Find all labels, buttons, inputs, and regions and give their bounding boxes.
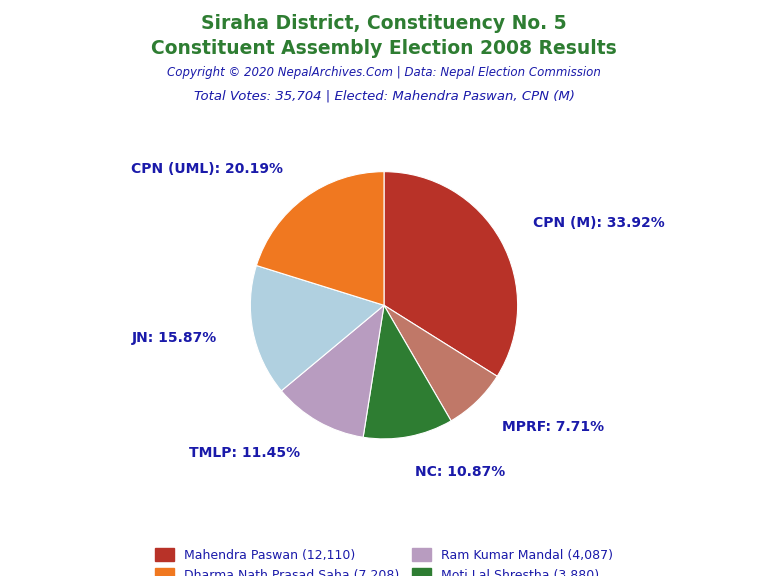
Wedge shape [250, 266, 384, 391]
Text: CPN (UML): 20.19%: CPN (UML): 20.19% [131, 162, 283, 176]
Text: MPRF: 7.71%: MPRF: 7.71% [502, 420, 604, 434]
Wedge shape [257, 172, 384, 305]
Text: TMLP: 11.45%: TMLP: 11.45% [189, 446, 300, 460]
Wedge shape [363, 305, 451, 439]
Wedge shape [281, 305, 384, 437]
Wedge shape [384, 172, 518, 376]
Text: Constituent Assembly Election 2008 Results: Constituent Assembly Election 2008 Resul… [151, 39, 617, 58]
Legend: Mahendra Paswan (12,110), Dharma Nath Prasad Saha (7,208), Bishow Nath Saha (5,6: Mahendra Paswan (12,110), Dharma Nath Pr… [151, 543, 617, 576]
Text: Siraha District, Constituency No. 5: Siraha District, Constituency No. 5 [201, 14, 567, 33]
Text: Total Votes: 35,704 | Elected: Mahendra Paswan, CPN (M): Total Votes: 35,704 | Elected: Mahendra … [194, 89, 574, 103]
Text: Copyright © 2020 NepalArchives.Com | Data: Nepal Election Commission: Copyright © 2020 NepalArchives.Com | Dat… [167, 66, 601, 79]
Text: NC: 10.87%: NC: 10.87% [415, 465, 505, 479]
Text: JN: 15.87%: JN: 15.87% [132, 331, 217, 346]
Text: CPN (M): 33.92%: CPN (M): 33.92% [532, 216, 664, 230]
Wedge shape [384, 305, 497, 421]
